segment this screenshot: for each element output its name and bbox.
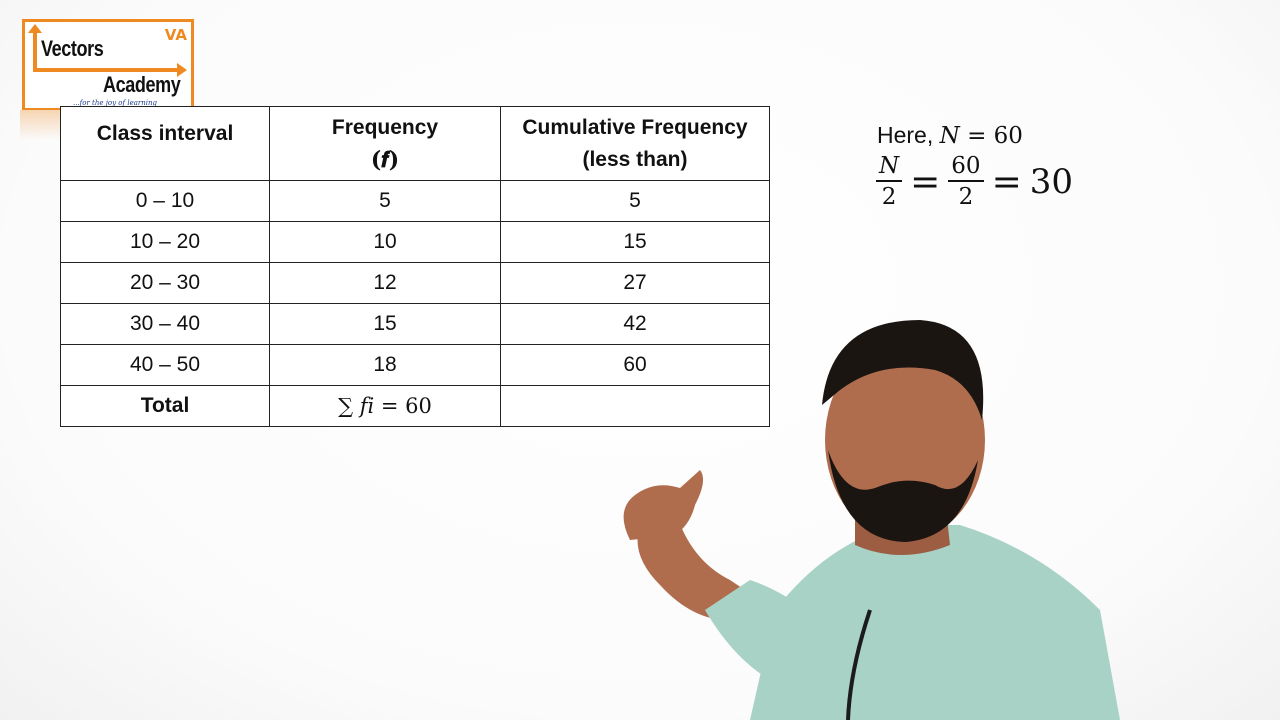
- header-frequency: Frequency (𝒇): [269, 106, 501, 181]
- table-total-row: Total ∑ 𝑓𝑖 = 60: [60, 385, 770, 427]
- presenter-sleeve: [705, 580, 805, 690]
- fraction-denominator: 2: [881, 184, 897, 210]
- presenter-hair: [822, 320, 984, 420]
- table-row: 20 – 30 12 27: [60, 262, 770, 304]
- fraction-bar: [948, 180, 984, 182]
- cell-total-value: ∑ 𝑓𝑖 = 60: [269, 385, 501, 427]
- logo-text-academy: Academy: [103, 72, 181, 97]
- header-cumulative-line1: Cumulative Frequency: [522, 115, 748, 139]
- cell-frequency: 5: [269, 180, 501, 222]
- cell-interval: 40 – 50: [60, 344, 270, 386]
- fraction-60-over-2: 60 2: [948, 152, 984, 212]
- presenter-beard: [828, 450, 978, 542]
- cell-cumulative: 27: [500, 262, 770, 304]
- cell-cumulative: 15: [500, 221, 770, 263]
- fraction-n-over-2: 𝑁 2: [876, 152, 903, 212]
- frequency-table: Class interval Frequency (𝒇) Cumulative …: [60, 106, 770, 427]
- cell-cumulative: 42: [500, 303, 770, 345]
- cell-interval: 10 – 20: [60, 221, 270, 263]
- fraction-bar: [876, 180, 903, 182]
- header-class-interval: Class interval: [60, 106, 270, 181]
- vectors-academy-logo: Vectors Academy VA ...for the joy of lea…: [22, 19, 194, 111]
- logo-up-arrow-icon: [28, 24, 42, 70]
- logo-shadow: [20, 110, 64, 140]
- presenter-figure: [623, 320, 1120, 720]
- equals-sign: =: [991, 161, 1022, 203]
- header-cumulative-frequency: Cumulative Frequency (less than): [500, 106, 770, 181]
- cell-frequency: 10: [269, 221, 501, 263]
- cell-total-empty: [500, 385, 770, 427]
- cell-frequency: 12: [269, 262, 501, 304]
- cell-frequency: 15: [269, 303, 501, 345]
- cell-total-label: Total: [60, 385, 270, 427]
- median-position-formula: 𝑁 2 = 60 2 = 30: [876, 152, 1073, 212]
- fraction-numerator: 𝑁: [879, 153, 900, 179]
- equals-sign: =: [910, 161, 941, 203]
- header-class-interval-label: Class interval: [96, 121, 234, 145]
- cell-interval: 30 – 40: [60, 303, 270, 345]
- presenter-shirt: [750, 525, 1120, 720]
- note-here-line: Here, 𝑁 = 60: [877, 122, 1023, 149]
- table-row: 40 – 50 18 60: [60, 344, 770, 386]
- note-here-text: Here,: [877, 122, 940, 148]
- presenter-hand: [623, 470, 704, 540]
- formula-result: 30: [1029, 162, 1074, 202]
- table-header-row: Class interval Frequency (𝒇) Cumulative …: [60, 106, 770, 181]
- fraction-denominator: 2: [958, 184, 974, 210]
- table-row: 10 – 20 10 15: [60, 221, 770, 263]
- logo-text-vectors: Vectors: [41, 36, 104, 61]
- table-row: 0 – 10 5 5: [60, 180, 770, 222]
- logo-va-mark: VA: [164, 26, 187, 44]
- header-cumulative-line2: (less than): [582, 147, 688, 171]
- table-row: 30 – 40 15 42: [60, 303, 770, 345]
- presenter-lanyard: [846, 609, 872, 720]
- note-here-expr: 𝑁 = 60: [939, 123, 1023, 149]
- cell-interval: 20 – 30: [60, 262, 270, 304]
- logo-tagline: ...for the joy of learning: [73, 99, 157, 107]
- header-frequency-symbol: (𝒇): [370, 146, 400, 173]
- fraction-numerator: 60: [951, 153, 981, 179]
- cell-cumulative: 5: [500, 180, 770, 222]
- cell-frequency: 18: [269, 344, 501, 386]
- logo-right-arrow-icon: [33, 63, 187, 77]
- cell-interval: 0 – 10: [60, 180, 270, 222]
- header-frequency-label: Frequency: [331, 115, 439, 139]
